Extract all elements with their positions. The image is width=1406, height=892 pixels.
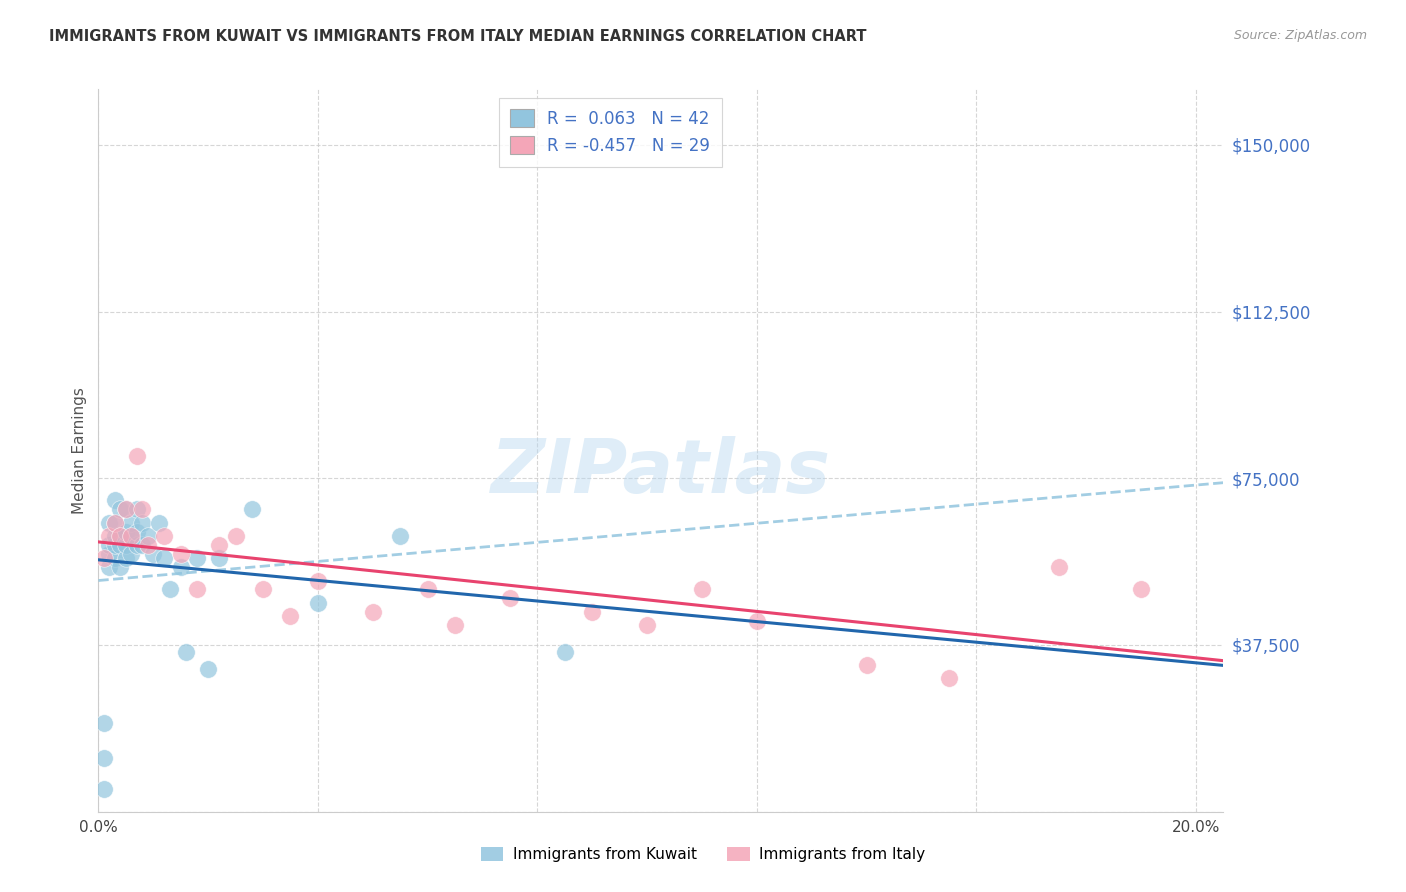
Point [136,538,159,552]
Point [389,529,412,543]
Point [93,782,115,797]
Point [110,529,132,543]
Point [115,502,138,516]
Point [240,502,263,516]
Point [98,516,121,530]
Point [98,560,121,574]
Point [115,502,138,516]
Point [1129,582,1152,597]
Point [170,560,193,574]
Point [104,538,127,552]
Point [148,516,170,530]
Point [125,449,148,463]
Point [104,551,127,566]
Point [153,551,176,566]
Point [110,529,132,543]
Text: IMMIGRANTS FROM KUWAIT VS IMMIGRANTS FROM ITALY MEDIAN EARNINGS CORRELATION CHAR: IMMIGRANTS FROM KUWAIT VS IMMIGRANTS FRO… [49,29,866,44]
Point [115,551,138,566]
Point [98,547,121,561]
Point [104,516,127,530]
Point [208,551,231,566]
Point [98,529,121,543]
Point [110,538,132,552]
Point [938,671,960,685]
Point [280,609,302,624]
Point [208,538,231,552]
Point [120,547,142,561]
Point [115,524,138,539]
Legend: R =  0.063   N = 42, R = -0.457   N = 29: R = 0.063 N = 42, R = -0.457 N = 29 [499,97,721,167]
Point [252,582,274,597]
Point [104,529,127,543]
Point [142,547,165,561]
Point [636,618,658,632]
Point [225,529,247,543]
Point [307,596,329,610]
Point [125,538,148,552]
Point [170,547,193,561]
Point [186,582,208,597]
Point [581,605,603,619]
Point [186,551,208,566]
Point [120,529,142,543]
Point [110,560,132,574]
Point [104,493,127,508]
Point [131,538,153,552]
Point [1047,560,1070,574]
Text: Source: ZipAtlas.com: Source: ZipAtlas.com [1233,29,1367,42]
Point [855,658,877,673]
Point [174,645,197,659]
Legend: Immigrants from Kuwait, Immigrants from Italy: Immigrants from Kuwait, Immigrants from … [474,841,932,868]
Point [416,582,439,597]
Point [690,582,713,597]
Point [745,614,768,628]
Point [444,618,467,632]
Point [120,516,142,530]
Point [131,502,153,516]
Point [125,524,148,539]
Point [136,529,159,543]
Point [131,516,153,530]
Point [153,529,176,543]
Point [554,645,576,659]
Point [307,574,329,588]
Point [499,591,522,606]
Point [110,502,132,516]
Point [197,662,219,676]
Text: ZIPatlas: ZIPatlas [491,435,831,508]
Point [159,582,181,597]
Point [93,751,115,765]
Point [361,605,384,619]
Point [104,516,127,530]
Point [125,502,148,516]
Point [93,551,115,566]
Y-axis label: Median Earnings: Median Earnings [72,387,87,514]
Point [115,538,138,552]
Point [93,715,115,730]
Point [98,538,121,552]
Point [120,529,142,543]
